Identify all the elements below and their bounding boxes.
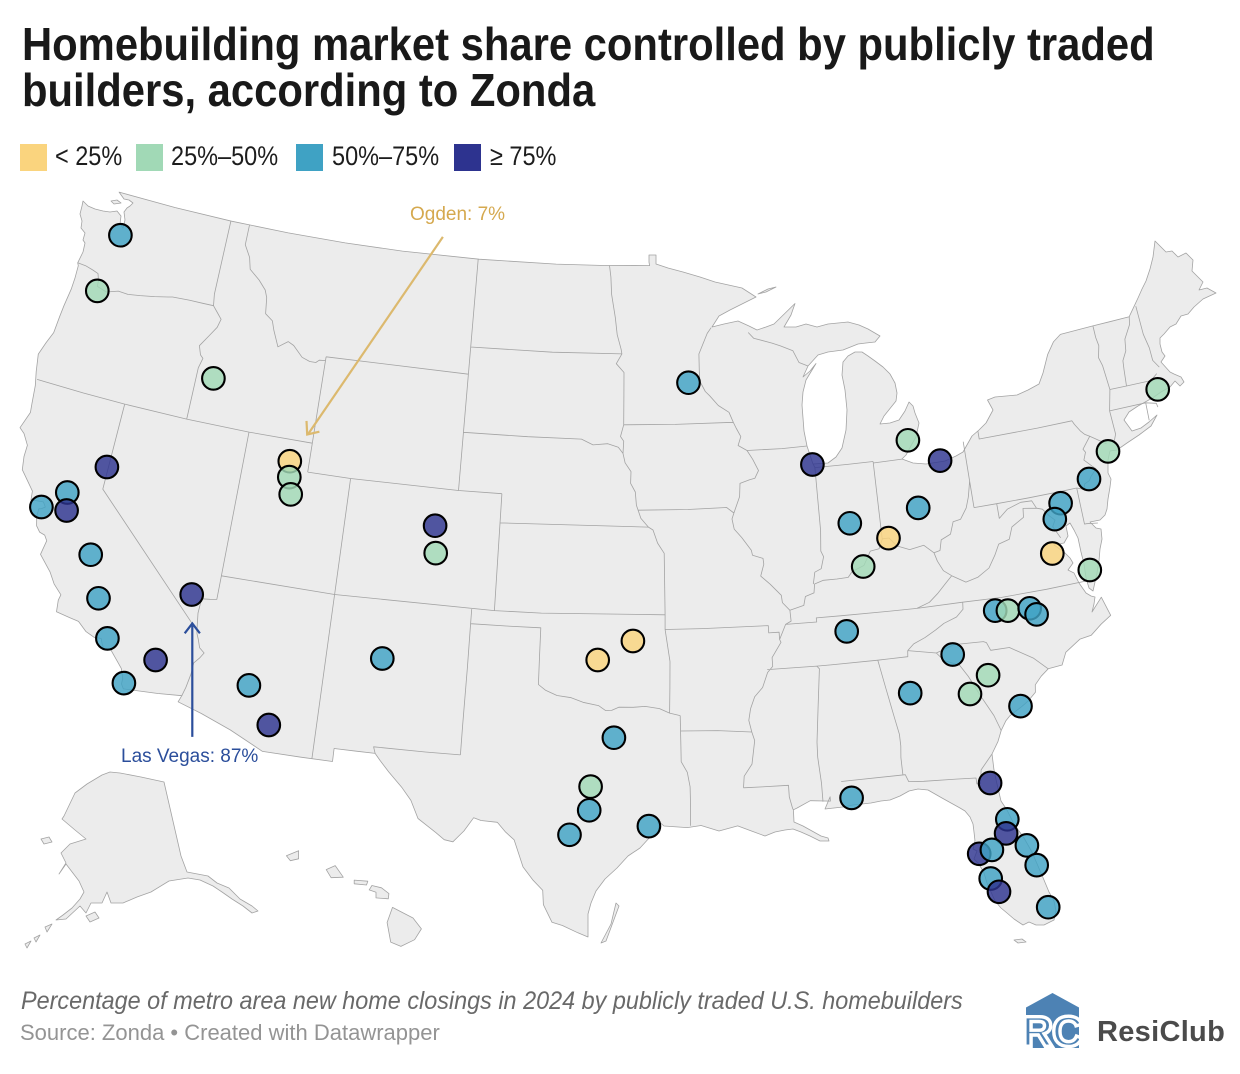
svg-text:RC: RC (1024, 1008, 1082, 1049)
